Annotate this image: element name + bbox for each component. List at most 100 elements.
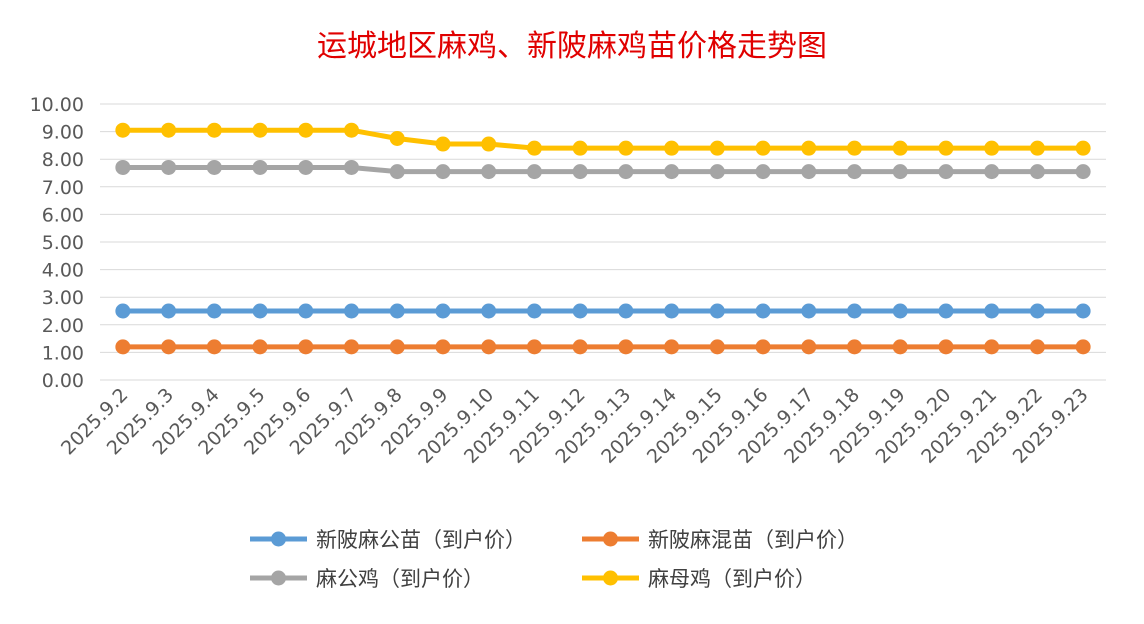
series-lines <box>115 122 1091 355</box>
data-point <box>161 339 177 355</box>
data-point <box>801 140 817 156</box>
data-point <box>298 339 314 355</box>
x-axis-ticks: 2025.9.22025.9.32025.9.42025.9.52025.9.6… <box>57 384 1093 468</box>
data-point <box>709 339 725 355</box>
data-point <box>984 339 1000 355</box>
data-point <box>709 140 725 156</box>
data-point <box>252 122 268 138</box>
data-point <box>389 339 405 355</box>
data-point <box>572 140 588 156</box>
data-point <box>709 303 725 319</box>
data-point <box>161 122 177 138</box>
data-point <box>938 140 954 156</box>
data-point <box>847 164 862 180</box>
data-point <box>618 140 634 156</box>
data-point <box>755 140 771 156</box>
legend-label: 新陂麻混苗（到户价） <box>648 528 858 552</box>
data-point <box>1075 303 1091 319</box>
data-point <box>938 303 954 319</box>
data-point <box>206 303 222 319</box>
series-group <box>115 303 1091 319</box>
y-axis-ticks: 0.00 1.00 2.00 3.00 4.00 5.00 6.00 7.00 8.00 9.00… <box>30 94 84 392</box>
data-point <box>435 339 451 355</box>
data-point <box>1029 164 1045 180</box>
data-point <box>206 339 222 355</box>
y-tick-label: 2.00 <box>42 315 84 337</box>
legend: 新陂麻公苗（到户价） 新陂麻混苗（到户价） 麻公鸡（到户价） 麻母鸡（到户价） <box>250 528 858 591</box>
data-point <box>526 303 542 319</box>
legend-label: 麻公鸡（到户价） <box>316 567 484 591</box>
series-group <box>115 159 1091 180</box>
data-point <box>801 164 817 180</box>
data-point <box>709 164 725 180</box>
data-point <box>481 339 497 355</box>
data-point <box>572 339 588 355</box>
legend-label: 麻母鸡（到户价） <box>648 567 816 591</box>
legend-label: 新陂麻公苗（到户价） <box>316 528 526 552</box>
series-line <box>122 164 1084 175</box>
legend-item: 新陂麻混苗（到户价） <box>582 528 858 552</box>
data-point <box>344 122 359 138</box>
data-point <box>938 339 954 355</box>
data-point <box>115 303 131 319</box>
data-point <box>206 159 222 175</box>
legend-swatch-marker <box>271 531 286 547</box>
series-line <box>122 127 1084 151</box>
data-point <box>618 303 634 319</box>
data-point <box>435 164 451 180</box>
data-point <box>572 303 588 319</box>
data-point <box>298 159 314 175</box>
chart-title: 运城地区麻鸡、新陂麻鸡苗价格走势图 <box>317 29 827 64</box>
data-point <box>115 339 131 355</box>
data-point <box>1029 140 1045 156</box>
data-point <box>526 339 542 355</box>
data-point <box>984 303 1000 319</box>
data-point <box>1075 164 1091 180</box>
data-point <box>526 164 542 180</box>
y-tick-label: 10.00 <box>30 94 84 116</box>
data-point <box>298 122 314 138</box>
data-point <box>892 339 908 355</box>
data-point <box>984 140 1000 156</box>
data-point <box>1075 140 1091 156</box>
y-tick-label: 4.00 <box>42 260 84 282</box>
legend-swatch-marker <box>603 531 618 547</box>
series-group <box>115 339 1091 355</box>
legend-swatch-marker <box>271 570 286 586</box>
series-group <box>115 122 1091 156</box>
data-point <box>618 164 634 180</box>
data-point <box>755 339 771 355</box>
y-tick-label: 1.00 <box>42 342 84 364</box>
data-point <box>252 303 268 319</box>
data-point <box>1029 303 1045 319</box>
data-point <box>252 159 268 175</box>
data-point <box>984 164 1000 180</box>
data-point <box>1029 339 1045 355</box>
data-point <box>755 303 771 319</box>
data-point <box>847 140 862 156</box>
grid-lines <box>100 103 1106 381</box>
legend-item: 新陂麻公苗（到户价） <box>250 528 526 552</box>
y-tick-label: 9.00 <box>42 122 84 144</box>
data-point <box>801 339 817 355</box>
data-point <box>389 131 405 146</box>
data-point <box>892 303 908 319</box>
y-tick-label: 3.00 <box>42 287 84 309</box>
y-tick-label: 0.00 <box>42 370 84 392</box>
data-point <box>252 339 268 355</box>
data-point <box>664 339 680 355</box>
data-point <box>298 303 314 319</box>
data-point <box>1075 339 1091 355</box>
data-point <box>206 122 222 138</box>
data-point <box>664 140 680 156</box>
data-point <box>481 164 497 180</box>
data-point <box>572 164 588 180</box>
data-point <box>755 164 771 180</box>
legend-item: 麻母鸡（到户价） <box>582 567 816 591</box>
data-point <box>389 303 405 319</box>
y-tick-label: 8.00 <box>42 149 84 171</box>
data-point <box>344 339 359 355</box>
data-point <box>892 164 908 180</box>
